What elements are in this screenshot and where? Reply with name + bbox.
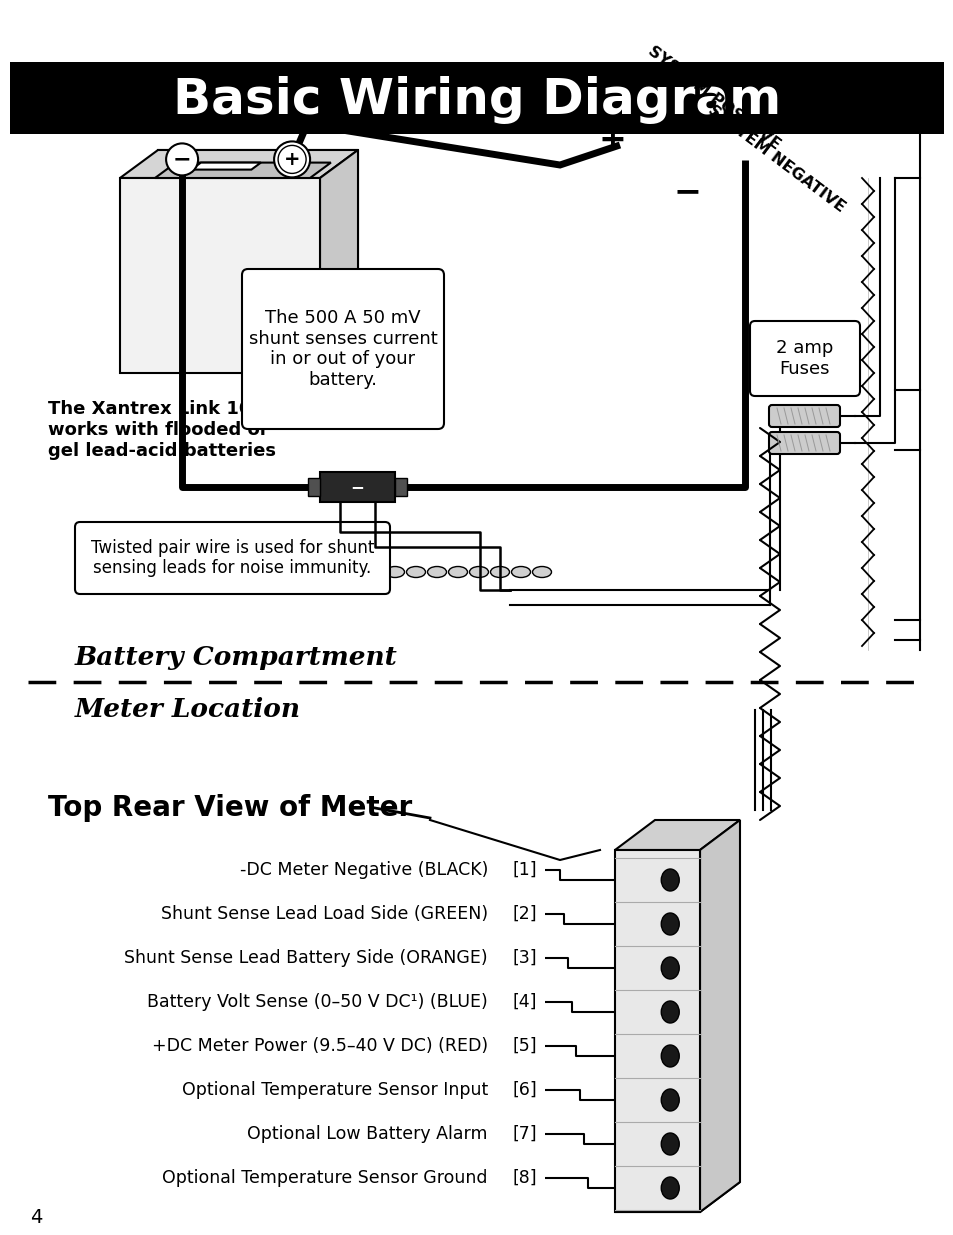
Ellipse shape [385,567,404,578]
Ellipse shape [660,957,679,979]
Circle shape [274,141,310,178]
Polygon shape [319,472,395,501]
Text: [1]: [1] [512,861,536,879]
Text: Twisted pair wire is used for shunt
sensing leads for noise immunity.: Twisted pair wire is used for shunt sens… [91,538,374,578]
Text: Battery Compartment: Battery Compartment [75,646,397,671]
FancyBboxPatch shape [768,432,840,454]
Text: [3]: [3] [512,948,536,967]
Ellipse shape [660,1002,679,1023]
Ellipse shape [660,869,679,890]
Circle shape [278,146,306,173]
Text: Top Rear View of Meter: Top Rear View of Meter [48,794,412,823]
Polygon shape [192,163,260,169]
Ellipse shape [448,567,467,578]
Text: Shunt Sense Lead Load Side (GREEN): Shunt Sense Lead Load Side (GREEN) [161,905,488,923]
Polygon shape [700,820,740,1212]
Text: 2 amp
Fuses: 2 amp Fuses [776,340,833,378]
Text: Optional Temperature Sensor Input: Optional Temperature Sensor Input [182,1081,488,1099]
Text: Basic Wiring Diagram: Basic Wiring Diagram [172,77,781,124]
Polygon shape [158,149,357,345]
Text: +: + [284,149,300,169]
Polygon shape [120,149,357,178]
Polygon shape [615,1182,740,1212]
Text: Shunt Sense Lead Battery Side (ORANGE): Shunt Sense Lead Battery Side (ORANGE) [124,948,488,967]
Ellipse shape [511,567,530,578]
Polygon shape [154,163,331,178]
Text: −: − [350,478,363,496]
Polygon shape [319,149,357,373]
Ellipse shape [406,567,425,578]
Text: SYSTEM NEGATIVE: SYSTEM NEGATIVE [704,103,846,215]
Text: The 500 A 50 mV
shunt senses current
in or out of your
battery.: The 500 A 50 mV shunt senses current in … [249,309,436,389]
Text: [2]: [2] [512,905,536,923]
Text: +: + [598,124,625,157]
Text: −: − [673,175,701,209]
Text: [4]: [4] [512,993,536,1011]
Text: SYSTEM POSITIVE: SYSTEM POSITIVE [644,43,782,152]
Text: -DC Meter Negative (BLACK): -DC Meter Negative (BLACK) [239,861,488,879]
Text: Optional Low Battery Alarm: Optional Low Battery Alarm [247,1125,488,1144]
Ellipse shape [660,1177,679,1199]
Ellipse shape [660,1045,679,1067]
Ellipse shape [660,913,679,935]
Bar [10,62,943,135]
Text: Meter Location: Meter Location [75,698,301,722]
FancyBboxPatch shape [242,269,443,429]
Polygon shape [615,820,740,850]
Text: +DC Meter Power (9.5–40 V DC) (RED): +DC Meter Power (9.5–40 V DC) (RED) [152,1037,488,1055]
Circle shape [166,143,198,175]
Bar [120,178,319,373]
Text: [6]: [6] [512,1081,537,1099]
Ellipse shape [660,1089,679,1112]
Text: The Xantrex Link 10
works with flooded or
gel lead-acid batteries: The Xantrex Link 10 works with flooded o… [48,400,275,459]
Ellipse shape [427,567,446,578]
FancyBboxPatch shape [768,405,840,427]
Text: Optional Temperature Sensor Ground: Optional Temperature Sensor Ground [162,1170,488,1187]
Text: [7]: [7] [512,1125,536,1144]
FancyBboxPatch shape [749,321,859,396]
Text: 4: 4 [30,1209,42,1228]
Text: [5]: [5] [512,1037,536,1055]
Bar [615,850,700,1212]
Ellipse shape [490,567,509,578]
Text: Battery Volt Sense (0–50 V DC¹) (BLUE): Battery Volt Sense (0–50 V DC¹) (BLUE) [147,993,488,1011]
Polygon shape [308,478,319,496]
Text: [8]: [8] [512,1170,536,1187]
Ellipse shape [660,1132,679,1155]
Polygon shape [395,478,407,496]
Ellipse shape [532,567,551,578]
Ellipse shape [469,567,488,578]
FancyBboxPatch shape [75,522,390,594]
Text: −: − [172,149,192,169]
